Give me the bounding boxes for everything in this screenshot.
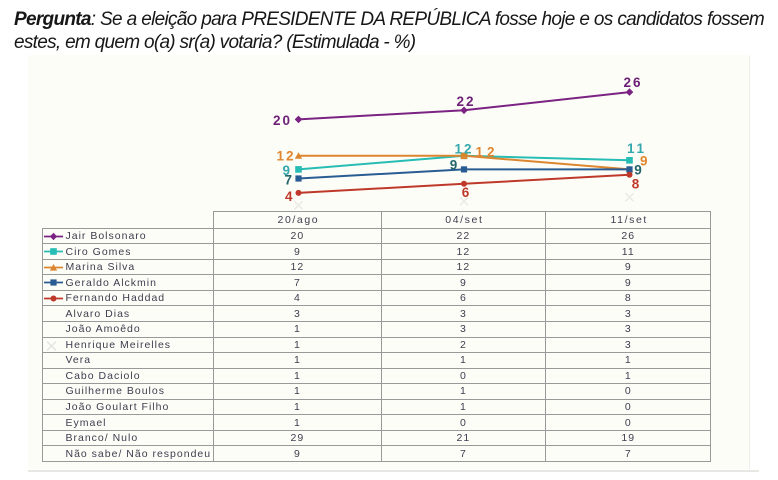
svg-text:11: 11 [627, 141, 644, 156]
svg-text:12: 12 [277, 149, 294, 164]
svg-text:22: 22 [457, 94, 474, 109]
svg-text:4: 4 [285, 189, 293, 204]
svg-text:6: 6 [462, 185, 470, 200]
svg-text:12: 12 [455, 141, 472, 156]
svg-text:9: 9 [450, 157, 458, 172]
svg-text:26: 26 [624, 75, 641, 90]
svg-text:9: 9 [282, 163, 290, 178]
svg-text:8: 8 [632, 177, 640, 192]
svg-text:9: 9 [640, 154, 648, 169]
svg-text:7: 7 [284, 172, 292, 187]
svg-text:20: 20 [273, 113, 290, 128]
svg-text:9: 9 [634, 162, 642, 177]
